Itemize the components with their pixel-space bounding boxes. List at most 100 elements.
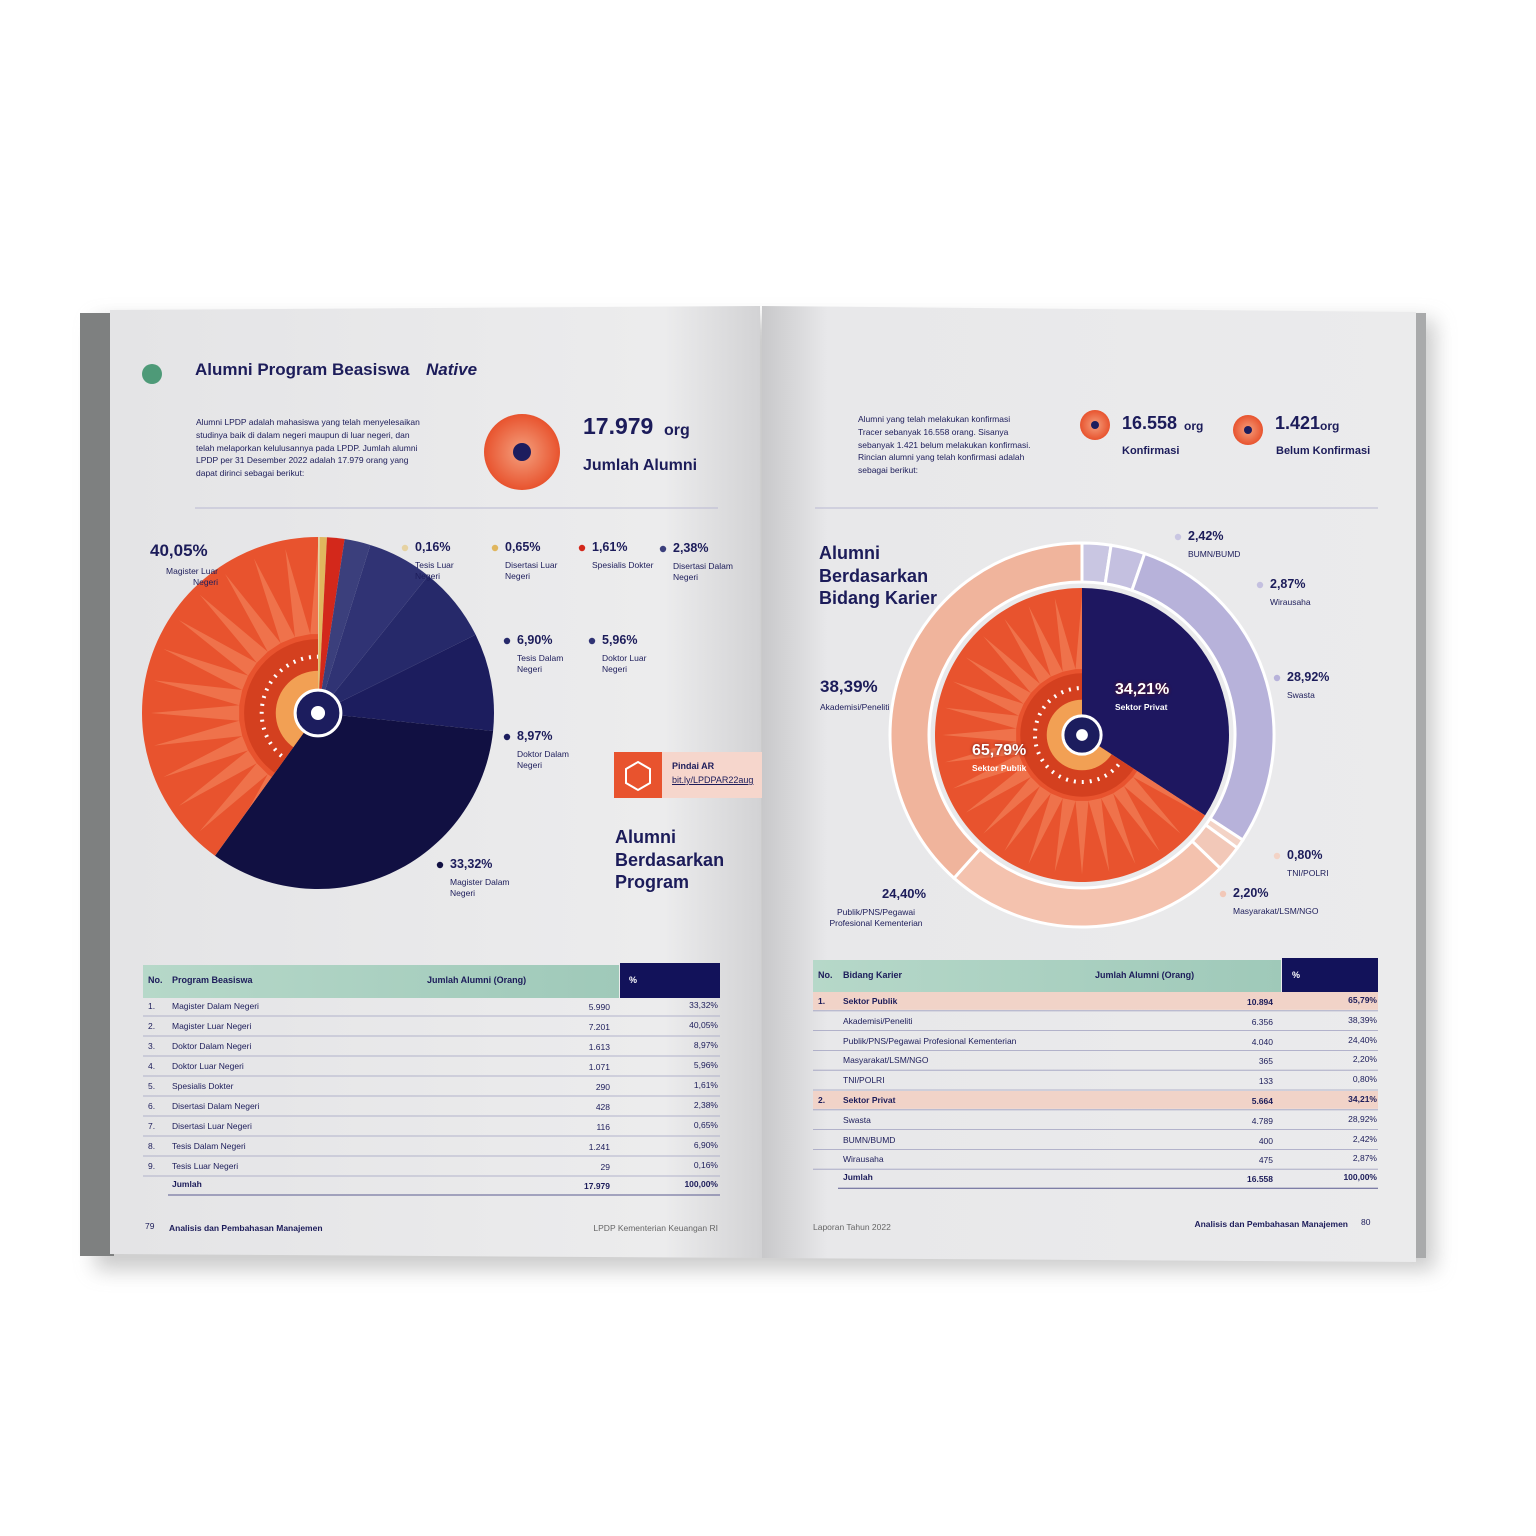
intro-line: Alumni yang telah melakukan konfirmasi [858,414,1011,424]
row-count: 5.990 [588,1002,610,1012]
stat-label: Konfirmasi [1122,445,1180,457]
row-no: 6. [148,1101,156,1111]
legend-dot [491,544,499,552]
row-percent: 24,40% [1348,1034,1377,1045]
slice-value-label: 2,38% [673,541,709,555]
row-count: 475 [1258,1155,1273,1166]
intro-line: LPDP per 31 Desember 2022 adalah 17.979 … [196,455,409,466]
row-percent: 1,61% [693,1080,718,1090]
row-no: 2. [818,1095,826,1105]
pie-slice [318,539,371,713]
intro-line: Rincian alumni yang telah konfirmasi ada… [858,452,1025,463]
row-percent: 0,65% [693,1120,718,1130]
row-no: 7. [148,1121,156,1131]
page-title-italic: Native [426,360,478,379]
slice-category: Magister Dalam Negeri [450,877,510,898]
slice-category: Magister Luar Negeri [166,566,218,587]
ar-label: Pindai AR [672,761,715,771]
row-no: 9. [148,1161,156,1171]
legend-dot [503,733,511,741]
row-no: 1. [818,996,826,1006]
row-count: 1.613 [588,1042,610,1052]
row-name: Disertasi Luar Negeri [172,1121,252,1131]
table-header: Bidang Karier [843,970,903,980]
table-header: % [1292,970,1301,980]
page-stack [80,313,114,1256]
slice-category: Masyarakat/LSM/NGO [1233,906,1319,916]
row-count: 428 [595,1102,610,1112]
slice-category: Wirausaha [1270,597,1311,607]
row-name: BUMN/BUMD [843,1134,896,1145]
legend-dot [1273,852,1281,860]
intro-line: sebanyak 1.421 belum melakukan konfirmas… [858,439,1031,450]
row-count: 29 [600,1162,610,1172]
slice-category: Disertasi Dalam Negeri [673,561,733,582]
row-count: 116 [596,1122,610,1132]
intro-line: sebagai berikut: [858,465,919,476]
legend-dot [1174,533,1182,541]
row-highlight [813,1091,1378,1109]
slice-category: Publik/PNS/Pegawai Profesional Kementeri… [829,907,923,928]
row-count: 400 [1258,1135,1273,1146]
slice-value-label: 5,96% [602,633,638,647]
slice-category: Akademisi/Peneliti [820,702,890,712]
slice-value-label: 2,42% [1188,529,1224,543]
total-count: 17.979 [584,1181,610,1191]
table-header-bg [143,965,619,998]
row-percent: 0,80% [1352,1074,1377,1085]
row-name: TNI/POLRI [843,1075,885,1086]
row-percent: 5,96% [693,1060,718,1070]
row-highlight [813,992,1378,1010]
table-header-bg [1282,958,1378,993]
slice-category: Doktor Luar Negeri [602,653,647,674]
title-bullet [142,364,162,384]
row-name: Magister Dalam Negeri [172,1001,259,1011]
table-header-bg [620,963,720,998]
slice-value-label: 28,92% [1287,670,1330,684]
pie-slice [318,634,495,731]
page-title: Alumni Program Beasiswa [195,360,410,379]
pie-slice [214,713,494,890]
row-percent: 6,90% [693,1140,718,1150]
slice-value-label: 40,05% [150,541,208,560]
pie-slice [318,575,476,713]
slice-category: Tesis Luar Negeri [415,560,454,581]
slice-category: Tesis Dalam Negeri [517,653,564,674]
intro-line: Alumni LPDP adalah mahasiswa yang telah … [196,417,420,427]
chart-title: Alumni Berdasarkan Bidang Karier [819,543,938,608]
footer-section: Analisis dan Pembahasan Manajemen [169,1223,323,1233]
slice-category: TNI/POLRI [1287,868,1329,878]
table-header-bg [813,960,1281,993]
row-percent: 2,87% [1352,1153,1377,1164]
pie-slice [318,544,429,713]
row-name: Publik/PNS/Pegawai Profesional Kementeri… [843,1035,1017,1046]
row-no: 2. [148,1021,156,1031]
slice-value-label: 24,40% [882,886,927,901]
pie-slice [318,537,345,713]
row-name: Disertasi Dalam Negeri [172,1101,260,1111]
ar-glyph [625,760,651,792]
row-percent: 8,97% [693,1040,718,1050]
row-name: Masyarakat/LSM/NGO [843,1055,929,1066]
legend-dot [659,545,667,553]
slice-value-label: 2,20% [1233,886,1269,900]
stat-value: 1.421 [1275,413,1321,433]
stat-unit: org [1184,419,1204,433]
ar-link: bit.ly/LPDPAR22aug [672,775,754,785]
footer-publisher: LPDP Kementerian Keuangan RI [593,1223,718,1233]
row-percent: 38,39% [1348,1014,1377,1025]
row-percent: 28,92% [1348,1113,1377,1124]
row-count: 1.071 [588,1062,610,1072]
slice-value-label: 0,65% [505,540,541,554]
slice-category: BUMN/BUMD [1188,549,1241,559]
total-label: Jumlah Alumni [583,457,698,474]
legend-dot [1273,674,1281,682]
row-name: Doktor Luar Negeri [172,1061,244,1071]
ar-box [662,752,762,798]
intro-line: Tracer sebanyak 16.558 orang. Sisanya [858,426,1009,437]
intro-line: dapat dirinci sebagai berikut: [196,468,305,479]
row-count: 365 [1258,1056,1273,1067]
slice-value-label: 65,79% [972,742,1027,759]
footer-section: Analisis dan Pembahasan Manajemen [1194,1219,1348,1229]
